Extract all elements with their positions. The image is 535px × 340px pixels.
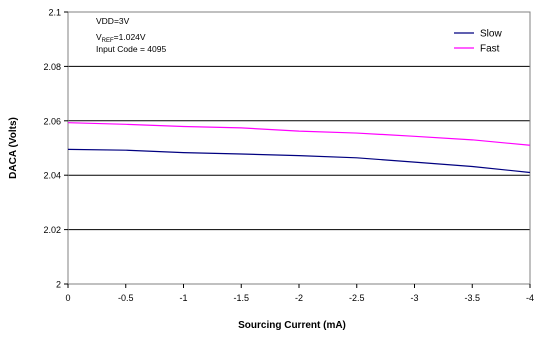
legend: Slow Fast <box>454 29 502 55</box>
gridlines <box>68 65 530 231</box>
legend-label-fast: Fast <box>480 44 500 55</box>
series-line-slow <box>67 148 531 174</box>
x-tick-label: -1 <box>179 293 187 303</box>
legend-label-slow: Slow <box>480 29 502 40</box>
y-tick-label: 2.02 <box>43 225 61 235</box>
x-tick-label: -3.5 <box>464 293 480 303</box>
x-tick-label: -0.5 <box>118 293 134 303</box>
y-tick-label: 2.06 <box>43 116 61 126</box>
series-lines <box>67 122 531 174</box>
y-axis-label: DACA (Volts) <box>8 117 19 179</box>
x-tick-label: -1.5 <box>233 293 249 303</box>
annotation-vref: VREF=1.024V <box>96 32 146 44</box>
series-line-fast <box>67 122 531 146</box>
annotation-vdd: VDD=3V <box>96 16 130 26</box>
annotation-vref-main: V <box>96 32 102 42</box>
x-tick-label: -4 <box>526 293 534 303</box>
y-tick-label: 2 <box>56 280 61 290</box>
annotation-vref-sub: REF <box>102 38 114 44</box>
annotation-vref-tail: =1.024V <box>114 32 146 42</box>
y-tick-label: 2.1 <box>48 8 61 18</box>
annotation-text: VDD=3V VREF=1.024V Input Code = 4095 <box>96 16 166 54</box>
x-tick-label: -2 <box>295 293 303 303</box>
x-axis-label: Sourcing Current (mA) <box>238 320 346 331</box>
annotation-input-code: Input Code = 4095 <box>96 44 166 54</box>
x-tick-label: -2.5 <box>349 293 365 303</box>
y-tick-label: 2.04 <box>43 171 61 181</box>
y-tick-label: 2.08 <box>43 62 61 72</box>
y-axis-ticks: 2 2.02 2.04 2.06 2.08 2.1 <box>43 8 68 290</box>
x-axis-ticks: 0 -0.5 -1 -1.5 -2 -2.5 -3 -3.5 -4 <box>65 284 534 303</box>
x-tick-label: 0 <box>65 293 70 303</box>
x-tick-label: -3 <box>410 293 418 303</box>
